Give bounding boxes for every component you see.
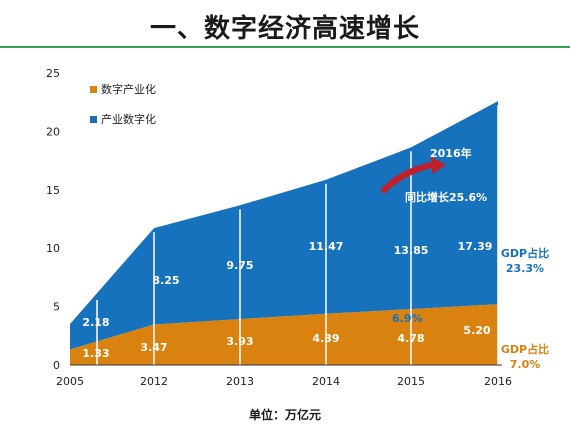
growth-arrow-icon (380, 156, 446, 194)
page-title: 一、数字经济高速增长 (149, 14, 420, 44)
annotation-small-pct: 6.9% (392, 312, 423, 325)
data-label-industry-digital: 9.75 (226, 259, 253, 272)
y-tick-label: 25 (46, 67, 60, 80)
unit-label: 单位：万亿元 (248, 408, 321, 422)
y-tick-label: 10 (46, 242, 60, 255)
annotation-gdp-share-value: 7.0% (510, 358, 541, 371)
annotation-gdp-share-value: 23.3% (506, 262, 544, 275)
annotation-gdp-share-label: GDP占比 (501, 342, 549, 356)
x-tick-label: 2016 (484, 375, 512, 388)
data-label-industry-digital: 8.25 (152, 274, 179, 287)
y-tick-label: 15 (46, 184, 60, 197)
area-series-industry-digital (70, 101, 498, 350)
data-label-digital-industry: 5.20 (463, 324, 490, 337)
x-tick-label: 2005 (56, 375, 84, 388)
title-divider (0, 46, 570, 48)
annotation-gdp-share-label: GDP占比 (501, 246, 549, 260)
x-tick-label: 2013 (226, 375, 254, 388)
y-tick-label: 5 (53, 301, 60, 314)
annotation-growth: 同比增长25.6% (405, 190, 487, 204)
data-label-industry-digital: 13.85 (394, 244, 429, 257)
legend-swatch-digital-industry (90, 86, 97, 93)
x-tick-label: 2012 (140, 375, 168, 388)
data-label-digital-industry: 3.47 (140, 341, 167, 354)
annotation-year: 2016年 (430, 146, 472, 160)
data-label-digital-industry: 1.33 (82, 347, 109, 360)
x-tick-label: 2015 (397, 375, 425, 388)
data-label-industry-digital: 2.18 (82, 316, 109, 329)
data-label-digital-industry: 4.78 (397, 332, 424, 345)
legend-label-industry-digital: 产业数字化 (101, 112, 156, 126)
data-label-digital-industry: 3.93 (226, 335, 253, 348)
y-tick-label: 0 (53, 359, 60, 372)
y-tick-label: 20 (46, 125, 60, 138)
legend-label-digital-industry: 数字产业化 (101, 82, 156, 96)
legend-swatch-industry-digital (90, 116, 97, 123)
data-label-digital-industry: 4.39 (312, 332, 339, 345)
area-series-digital-industry (70, 304, 498, 365)
data-label-industry-digital: 11.47 (309, 240, 344, 253)
x-tick-label: 2014 (312, 375, 340, 388)
data-label-industry-digital: 17.39 (458, 240, 493, 253)
